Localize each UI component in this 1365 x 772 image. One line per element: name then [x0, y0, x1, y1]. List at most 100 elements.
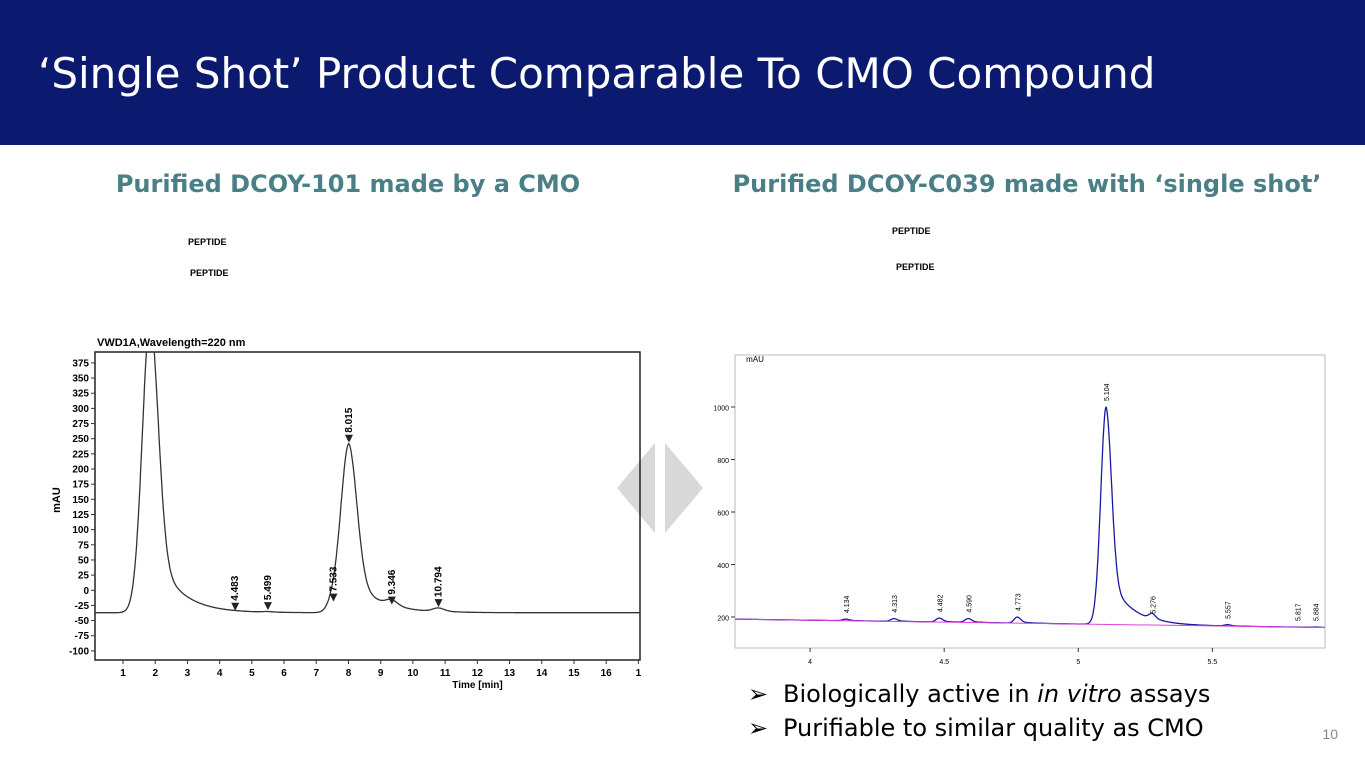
x-tick-label: 4.5: [939, 659, 949, 666]
heading: Purified DCOY-101 made by a CMO: [116, 170, 580, 198]
y-tick-label: 1000: [713, 405, 729, 412]
bullet-part: in vitro: [1037, 680, 1121, 708]
y-tick-label: 75: [78, 540, 90, 551]
x-tick-label: 4: [808, 659, 812, 666]
peak-marker: [329, 593, 338, 602]
y-label: mAU: [51, 487, 63, 513]
y-tick-label: -25: [75, 601, 90, 612]
arrow: [617, 443, 655, 533]
peak-marker: [434, 599, 443, 608]
y-tick-label: 325: [72, 389, 89, 400]
peak-label: 9.346: [387, 569, 398, 594]
peak-label: 4.482: [937, 594, 944, 612]
bullet-part: Biologically active in: [783, 680, 1037, 708]
x-tick-label: 14: [536, 668, 548, 679]
label: PEPTIDE: [892, 226, 931, 236]
trace: [95, 352, 640, 614]
peak-label: 5.884: [1313, 603, 1320, 621]
x-tick-label: 10: [407, 668, 419, 679]
trace: [735, 406, 1325, 629]
bullet-marker: ➢: [748, 715, 768, 742]
y-tick-label: 800: [717, 458, 729, 465]
x-tick-label: 3: [185, 668, 191, 679]
y-tick-label: 600: [717, 511, 729, 518]
bullet-text: Biologically active in in vitro assays: [783, 680, 1210, 708]
y-tick-label: 350: [72, 374, 89, 385]
peak-label: 10.794: [433, 566, 444, 597]
peak-marker: [263, 602, 272, 611]
baseline: [734, 618, 1326, 629]
y-tick-label: 50: [78, 555, 90, 566]
x-tick-label: 13: [504, 668, 516, 679]
x-tick-label: 2: [152, 668, 158, 679]
y-tick-label: -100: [69, 646, 89, 657]
peak-label: 5.557: [1226, 601, 1233, 619]
peak-label: 4.773: [1015, 593, 1022, 611]
peak-label: 5.499: [263, 575, 274, 600]
peak-label: 7.533: [328, 566, 339, 591]
x-tick-label: 11: [440, 668, 451, 679]
x-tick-label: 5: [1076, 659, 1080, 666]
header-bar: [0, 0, 1365, 145]
bullet: ➢ Purifiable to similar quality as CMO: [748, 714, 1204, 742]
x-tick-label: 9: [378, 668, 384, 679]
peak-marker: [344, 434, 353, 443]
y-tick-label: 100: [72, 525, 89, 536]
label: PEPTIDE: [896, 262, 935, 272]
y-tick-label: 175: [72, 480, 89, 491]
peak-label: 5.817: [1295, 603, 1302, 621]
peak-label: 5.104: [1104, 383, 1111, 401]
title: ‘Single Shot’ Product Comparable To CMO …: [38, 49, 1155, 98]
frame: [734, 354, 1326, 649]
y-tick-label: 400: [717, 563, 729, 570]
arrow: [665, 443, 703, 533]
y-tick-label: 25: [78, 571, 90, 582]
peak-label: 4.483: [230, 575, 241, 600]
x-tick-label: 16: [601, 668, 613, 679]
peak-label: 8.015: [344, 407, 355, 432]
chromatogram: -100-75-50-25025507510012515017520022525…: [51, 337, 642, 691]
chart-title: VWD1A,Wavelength=220 nm: [97, 337, 246, 349]
y-tick-label: 125: [72, 510, 89, 521]
x-tick-label: 8: [346, 668, 352, 679]
y-tick-label: 225: [72, 449, 89, 460]
y-tick-label: 150: [72, 495, 89, 506]
y-tick-label: 300: [72, 404, 89, 415]
x-tick-label: 5.5: [1207, 659, 1217, 666]
x-label: Time [min]: [452, 680, 502, 691]
peak-label: 4.134: [844, 595, 851, 613]
x-tick-label: 1: [120, 668, 126, 679]
chromatogram: 200 400 600 800 1000 4 4.5 5 5.5 4.134 4.313 4.482 4…: [713, 354, 1326, 666]
x-tick-label: 12: [472, 668, 484, 679]
peak-label: 4.590: [966, 595, 973, 613]
x-tick-label: 1: [636, 668, 642, 679]
bullet-part: Purifiable to similar quality as CMO: [783, 714, 1204, 742]
y-tick-label: 375: [72, 358, 89, 369]
peak-label: 4.313: [892, 595, 899, 613]
peak-marker: [387, 596, 396, 605]
x-tick-label: 5: [249, 668, 255, 679]
label: PEPTIDE: [190, 268, 229, 278]
x-tick-label: 6: [281, 668, 287, 679]
label: PEPTIDE: [188, 237, 227, 247]
x-tick-label: 4: [217, 668, 223, 679]
y-tick-label: 0: [83, 586, 89, 597]
bullet-marker: ➢: [748, 681, 768, 708]
frame: [94, 351, 641, 661]
peak-marker: [231, 602, 240, 611]
bullet-text: Purifiable to similar quality as CMO: [783, 714, 1204, 742]
y-tick-label: 200: [72, 465, 89, 476]
y-label: mAU: [746, 355, 764, 364]
y-tick-label: 200: [717, 616, 729, 623]
y-tick-label: -75: [75, 631, 90, 642]
x-tick-label: 7: [314, 668, 320, 679]
y-tick-label: 275: [72, 419, 89, 430]
x-tick-label: 15: [568, 668, 580, 679]
bullet: ➢ Biologically active in in vitro assays: [748, 680, 1210, 708]
bullet-part: assays: [1122, 680, 1211, 708]
peak-label: 5.276: [1150, 596, 1157, 614]
page-number: 10: [1322, 726, 1338, 742]
heading: Purified DCOY-C039 made with ‘single sho…: [733, 170, 1322, 198]
y-tick-label: -50: [75, 616, 90, 627]
